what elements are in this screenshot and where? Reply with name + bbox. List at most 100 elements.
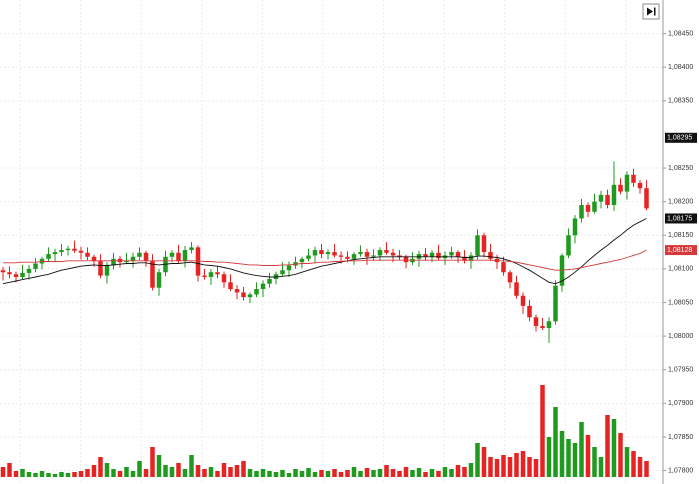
volume-bar bbox=[520, 451, 526, 477]
volume-bar bbox=[52, 474, 58, 477]
volume-bar bbox=[559, 431, 565, 477]
volume-bar bbox=[111, 469, 116, 477]
volume-bar bbox=[26, 472, 32, 477]
volume-bar bbox=[416, 468, 422, 477]
volume-bar bbox=[351, 467, 357, 477]
candle-body bbox=[449, 252, 454, 256]
candle-body bbox=[176, 252, 181, 261]
volume-bar bbox=[507, 457, 513, 477]
candle-body bbox=[65, 248, 71, 251]
candle-body bbox=[150, 260, 155, 288]
volume-bar bbox=[358, 471, 363, 477]
y-tick-label: 1,07950 bbox=[668, 367, 693, 374]
volume-bar bbox=[91, 465, 97, 477]
volume-bar bbox=[449, 469, 454, 477]
volume bbox=[0, 385, 649, 477]
volume-bar bbox=[85, 469, 90, 477]
candle-body bbox=[384, 250, 389, 253]
candle-body bbox=[78, 250, 84, 253]
volume-bar bbox=[585, 435, 591, 477]
candle-body bbox=[436, 252, 441, 259]
volume-bar bbox=[260, 469, 266, 477]
volume-bar bbox=[436, 471, 441, 477]
volume-bar bbox=[618, 433, 623, 477]
candle-body bbox=[637, 182, 643, 189]
candle-body bbox=[598, 194, 604, 202]
volume-bar bbox=[234, 465, 240, 477]
candle-body bbox=[52, 252, 58, 255]
volume-bar bbox=[579, 422, 584, 477]
volume-bar bbox=[494, 459, 500, 477]
volume-bar bbox=[442, 467, 448, 477]
volume-bar bbox=[540, 385, 545, 477]
price-label: 1,08295 bbox=[667, 135, 692, 142]
candle-body bbox=[215, 272, 220, 275]
volume-bar bbox=[254, 471, 259, 477]
price-label-box bbox=[665, 132, 697, 143]
volume-bar bbox=[215, 471, 220, 477]
candle-body bbox=[124, 260, 129, 263]
candle-body bbox=[468, 255, 474, 261]
candle-body bbox=[104, 265, 110, 276]
y-tick-label: 1,08450 bbox=[668, 30, 693, 37]
volume-bar bbox=[403, 467, 409, 477]
volume-bar bbox=[332, 469, 337, 477]
candle-body bbox=[306, 255, 311, 259]
candle-body bbox=[514, 282, 519, 296]
candle-body bbox=[540, 326, 545, 329]
y-tick-label: 1,08250 bbox=[668, 165, 693, 172]
y-tick-label: 1,08000 bbox=[668, 333, 693, 340]
candle-body bbox=[137, 252, 142, 257]
grid bbox=[0, 0, 663, 484]
volume-bar bbox=[546, 437, 552, 477]
candle-body bbox=[631, 174, 636, 183]
candle-body bbox=[312, 250, 318, 256]
volume-bar bbox=[156, 455, 162, 477]
volume-bar bbox=[611, 419, 617, 477]
volume-bar bbox=[189, 455, 194, 477]
volume-bar bbox=[176, 463, 181, 477]
candle-body bbox=[592, 201, 597, 212]
volume-bar bbox=[117, 471, 123, 477]
candle-body bbox=[72, 248, 77, 251]
volume-bar bbox=[410, 470, 415, 477]
volume-bar bbox=[592, 447, 597, 477]
volume-bar bbox=[72, 472, 77, 477]
volume-bar bbox=[514, 453, 519, 477]
candle-body bbox=[195, 247, 201, 276]
candle-body bbox=[260, 283, 266, 290]
volume-bar bbox=[221, 463, 227, 477]
volume-bar bbox=[423, 472, 428, 477]
y-tick-label: 1,08200 bbox=[668, 199, 693, 206]
volume-bar bbox=[65, 473, 71, 477]
volume-bar bbox=[371, 470, 376, 477]
candle-body bbox=[228, 282, 233, 290]
volume-bar bbox=[533, 459, 539, 477]
candle-body bbox=[520, 295, 526, 306]
volume-bar bbox=[644, 461, 649, 477]
volume-bar bbox=[637, 457, 643, 477]
y-tick-label: 1,07800 bbox=[668, 467, 693, 474]
volume-bar bbox=[7, 463, 12, 477]
candle-body bbox=[241, 292, 246, 298]
candles bbox=[0, 161, 649, 343]
candle-body bbox=[319, 250, 324, 255]
volume-bar bbox=[319, 470, 324, 477]
candle-body bbox=[358, 252, 363, 255]
candle-body bbox=[7, 272, 12, 275]
candle-body bbox=[572, 218, 578, 236]
volume-bar bbox=[325, 471, 331, 477]
candle-body bbox=[33, 263, 38, 269]
volume-bar bbox=[247, 469, 253, 477]
candle-body bbox=[527, 305, 532, 318]
volume-bar bbox=[20, 469, 25, 477]
volume-bar bbox=[0, 467, 6, 477]
candle-body bbox=[91, 256, 97, 261]
candle-body bbox=[605, 194, 610, 206]
scroll-to-end-button[interactable] bbox=[642, 3, 660, 20]
y-tick-label: 1,08350 bbox=[668, 98, 693, 105]
candle-body bbox=[156, 272, 162, 288]
candle-body bbox=[189, 247, 194, 251]
